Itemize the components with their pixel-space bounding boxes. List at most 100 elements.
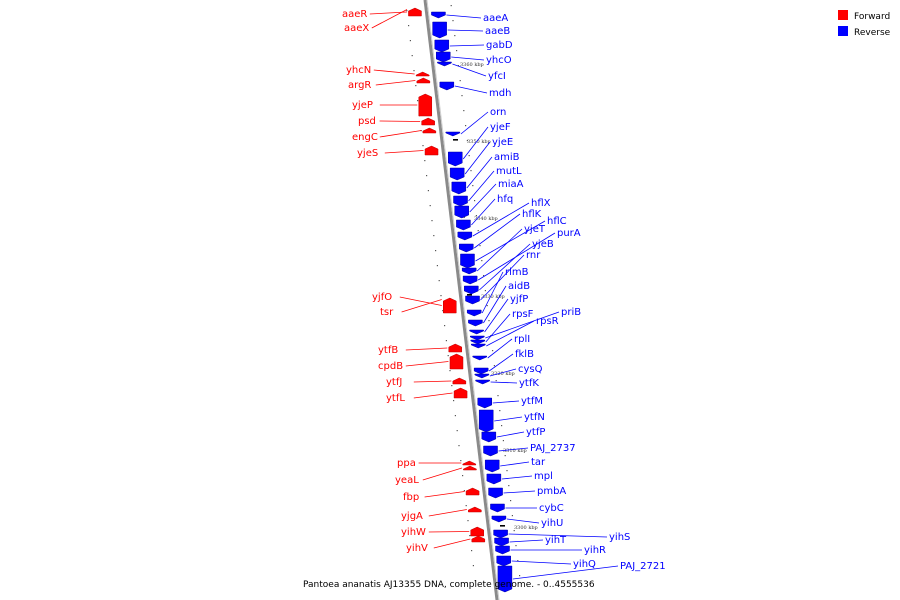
gene-label-reverse[interactable]: rlmB [505,267,529,278]
gene-label-forward[interactable]: yihV [406,543,428,554]
gene-arrow-reverse[interactable] [469,329,484,335]
gene-label-reverse[interactable]: amiB [494,152,520,163]
gene-label-reverse[interactable]: PAJ_2721 [620,561,666,572]
gene-label-reverse[interactable]: ytfM [521,396,543,407]
gene-arrow-forward[interactable] [418,93,433,117]
gene-label-reverse[interactable]: ytfP [526,427,545,438]
gene-label-reverse[interactable]: yjeE [492,137,513,148]
gene-arrow-forward[interactable] [422,127,437,134]
gene-label-reverse[interactable]: yihU [541,518,563,529]
gene-arrow-reverse[interactable] [474,373,490,379]
gene-arrow-forward[interactable] [424,145,439,156]
gene-label-reverse[interactable]: yhcO [486,55,512,66]
gene-label-forward[interactable]: engC [352,132,378,143]
gene-arrow-reverse[interactable] [460,253,475,269]
gene-label-forward[interactable]: yhcN [346,65,371,76]
gene-arrow-reverse[interactable] [461,267,477,275]
gene-arrow-reverse[interactable] [459,243,474,253]
gene-label-forward[interactable]: ytfB [378,345,398,356]
gene-arrow-reverse[interactable] [454,205,469,219]
gene-label-forward[interactable]: ppa [397,458,416,469]
gene-arrow-reverse[interactable] [475,379,490,385]
gene-arrow-reverse[interactable] [449,167,465,181]
gene-arrow-forward[interactable] [416,77,431,84]
gene-arrow-reverse[interactable] [494,537,509,547]
gene-label-reverse[interactable]: rpsR [536,316,559,327]
gene-label-reverse[interactable]: orn [490,107,506,118]
gene-arrow-reverse[interactable] [435,51,451,63]
gene-arrow-reverse[interactable] [488,487,503,499]
gene-arrow-reverse[interactable] [470,335,485,341]
gene-arrow-forward[interactable] [471,535,486,543]
gene-arrow-reverse[interactable] [434,39,450,53]
gene-label-reverse[interactable]: hflX [531,198,551,209]
gene-label-forward[interactable]: cpdB [378,361,403,372]
gene-arrow-forward[interactable] [452,377,467,385]
gene-arrow-forward[interactable] [462,460,477,466]
gene-label-reverse[interactable]: rplI [514,334,530,345]
gene-arrow-reverse[interactable] [439,81,455,91]
gene-label-reverse[interactable]: aaeB [485,26,510,37]
gene-arrow-forward[interactable] [453,387,468,399]
gene-label-forward[interactable]: yihW [401,527,426,538]
gene-arrow-forward[interactable] [421,117,435,126]
gene-arrow-forward[interactable] [463,465,477,471]
gene-label-reverse[interactable]: cysQ [518,364,543,375]
gene-label-forward[interactable]: aaeR [342,9,367,20]
gene-arrow-reverse[interactable] [496,555,511,567]
gene-arrow-reverse[interactable] [445,131,461,137]
gene-label-reverse[interactable]: yfcI [488,71,506,82]
gene-label-reverse[interactable]: rpsF [512,309,534,320]
gene-arrow-reverse[interactable] [447,151,463,167]
gene-label-forward[interactable]: yjgA [401,511,423,522]
gene-arrow-reverse[interactable] [457,231,473,241]
gene-label-reverse[interactable]: yjeB [532,239,554,250]
gene-label-reverse[interactable]: cybC [539,503,564,514]
gene-label-reverse[interactable]: miaA [498,179,524,190]
gene-label-reverse[interactable]: mutL [496,166,522,177]
gene-label-reverse[interactable]: ytfN [524,412,545,423]
gene-label-forward[interactable]: yjeS [357,148,378,159]
gene-arrow-reverse[interactable] [464,285,479,295]
gene-arrow-reverse[interactable] [472,355,487,361]
gene-arrow-reverse[interactable] [466,309,482,317]
gene-arrow-forward[interactable] [449,353,464,370]
gene-label-reverse[interactable]: pmbA [537,486,566,497]
gene-arrow-reverse[interactable] [486,473,502,485]
gene-arrow-reverse[interactable] [468,319,483,327]
gene-arrow-reverse[interactable] [432,21,447,39]
gene-arrow-reverse[interactable] [473,367,489,375]
gene-label-reverse[interactable]: gabD [486,40,513,51]
gene-label-forward[interactable]: psd [358,116,376,127]
gene-label-reverse[interactable]: PAJ_2737 [530,443,576,454]
gene-arrow-reverse[interactable] [495,545,510,555]
gene-label-reverse[interactable]: fklB [515,349,534,360]
gene-label-reverse[interactable]: aidB [508,281,530,292]
gene-arrow-reverse[interactable] [483,445,498,457]
gene-label-reverse[interactable]: priB [561,307,581,318]
gene-arrow-reverse[interactable] [490,503,505,513]
gene-label-forward[interactable]: yeaL [395,475,419,486]
gene-arrow-forward[interactable] [468,506,482,513]
gene-arrow-reverse[interactable] [451,181,467,195]
gene-arrow-reverse[interactable] [437,61,452,67]
gene-label-reverse[interactable]: purA [557,228,581,239]
gene-label-reverse[interactable]: tar [531,457,546,468]
gene-arrow-reverse[interactable] [456,219,471,231]
gene-label-forward[interactable]: ytfJ [386,377,402,388]
gene-label-reverse[interactable]: hfq [497,194,513,205]
gene-arrow-reverse[interactable] [484,459,500,473]
gene-label-reverse[interactable]: yjeT [524,224,546,235]
gene-arrow-reverse[interactable] [470,339,486,345]
gene-label-reverse[interactable]: mdh [489,88,511,99]
gene-arrow-reverse[interactable] [477,397,493,409]
gene-arrow-reverse[interactable] [431,11,446,19]
gene-label-forward[interactable]: fbp [403,492,419,503]
gene-arrow-reverse[interactable] [462,275,478,285]
gene-label-forward[interactable]: yjfO [372,292,392,303]
gene-arrow-reverse[interactable] [471,343,486,349]
gene-arrow-reverse[interactable] [491,515,507,523]
gene-label-reverse[interactable]: ytfK [519,378,539,389]
gene-arrow-forward[interactable] [465,487,480,496]
gene-label-reverse[interactable]: hflK [522,209,542,220]
